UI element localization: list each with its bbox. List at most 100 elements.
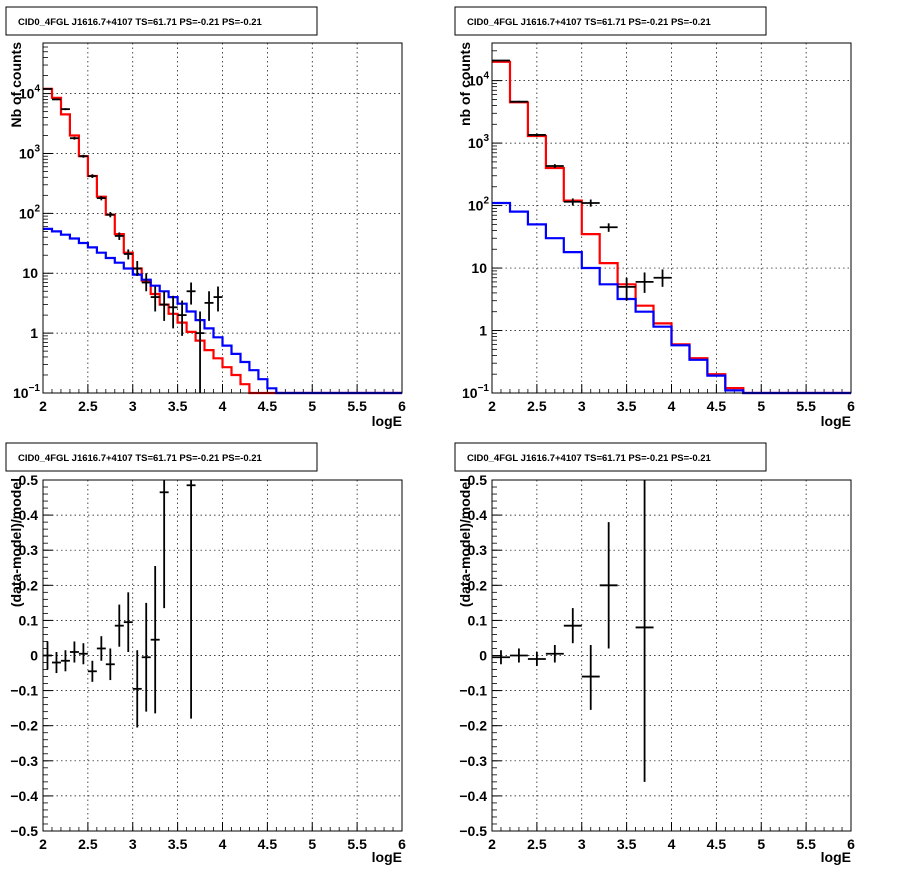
y-tick-label: −0.1 [459, 683, 487, 699]
x-tick-label: 4.5 [707, 398, 727, 414]
data-point [186, 282, 196, 305]
x-tick-label: 3.5 [168, 836, 188, 852]
data-point [527, 133, 546, 137]
data-point [527, 651, 546, 667]
x-axis-label: logE [372, 413, 402, 429]
x-tick-label: 6 [847, 398, 855, 414]
y-tick-label: 102 [19, 203, 41, 221]
data-point [132, 650, 142, 728]
x-tick-label: 6 [398, 836, 406, 852]
panel-top-left-counts: CID0_4FGL J1616.7+4107 TS=61.71 PS=-0.21… [5, 6, 406, 429]
data-point [581, 199, 600, 207]
y-tick-label: 0.5 [468, 472, 488, 488]
data-point [545, 644, 564, 663]
y-tick-label: 0.1 [19, 612, 39, 628]
y-tick-label: −0.5 [459, 823, 487, 839]
data-point [87, 660, 97, 682]
data-point [43, 641, 52, 670]
y-axis-label: (data-model)/model [457, 478, 473, 607]
x-tick-label: 4.5 [258, 398, 278, 414]
panel-bottom-left-residuals: CID0_4FGL J1616.7+4107 TS=61.71 PS=-0.21… [5, 442, 406, 865]
y-tick-label: 1 [30, 325, 38, 341]
data-point [78, 643, 88, 665]
x-tick-label: 2 [39, 836, 47, 852]
data-point [96, 195, 106, 201]
data-point [60, 650, 70, 672]
chart-title: CID0_4FGL J1616.7+4107 TS=61.71 PS=-0.21… [467, 453, 712, 464]
data-point [213, 286, 223, 312]
y-tick-label: 0 [30, 648, 38, 664]
panel-top-right-counts: CID0_4FGL J1616.7+4107 TS=61.71 PS=-0.21… [454, 6, 855, 429]
data-point [159, 480, 169, 609]
data-point [69, 641, 79, 663]
y-tick-label: 103 [19, 143, 41, 161]
data-point [492, 650, 510, 665]
chart-title: CID0_4FGL J1616.7+4107 TS=61.71 PS=-0.21… [467, 17, 712, 28]
x-tick-label: 5.5 [347, 398, 367, 414]
data-point [599, 223, 618, 232]
y-tick-label: −0.4 [459, 788, 487, 804]
x-axis-label: logE [821, 413, 851, 429]
x-tick-label: 2 [39, 398, 47, 414]
x-tick-label: 2.5 [78, 398, 98, 414]
x-tick-label: 3.5 [617, 398, 637, 414]
y-tick-label: −0.3 [459, 753, 487, 769]
x-axis-label: logE [821, 849, 851, 865]
y-tick-label: −0.5 [10, 823, 38, 839]
chart-title: CID0_4FGL J1616.7+4107 TS=61.71 PS=-0.21… [18, 453, 263, 464]
x-tick-label: 2.5 [78, 836, 98, 852]
x-tick-label: 5 [757, 398, 765, 414]
data-point [599, 522, 618, 649]
data-point [186, 480, 196, 719]
data-point [150, 565, 160, 714]
data-point [51, 98, 61, 101]
data-point [114, 604, 124, 647]
x-tick-label: 4 [668, 836, 676, 852]
data-point [159, 291, 169, 321]
y-tick-label: −0.1 [10, 683, 38, 699]
y-tick-label: 10 [471, 260, 487, 276]
x-tick-label: 5.5 [347, 836, 367, 852]
x-tick-label: 4 [219, 836, 227, 852]
chart-title: CID0_4FGL J1616.7+4107 TS=61.71 PS=-0.21… [18, 17, 263, 28]
data-point [204, 291, 214, 321]
data-point [51, 651, 61, 674]
data-point [492, 59, 510, 62]
y-tick-label: 104 [19, 84, 41, 102]
y-tick-label: −0.4 [10, 788, 38, 804]
data-point [563, 608, 582, 644]
data-point [617, 277, 636, 301]
x-tick-label: 2 [488, 398, 496, 414]
data-point [141, 273, 151, 292]
data-point [123, 592, 133, 652]
y-tick-label: 0.4 [468, 507, 488, 523]
y-tick-label: 0.2 [468, 577, 488, 593]
data-point [43, 87, 52, 90]
x-tick-label: 2 [488, 836, 496, 852]
y-tick-label: −0.3 [10, 753, 38, 769]
data-point [132, 261, 142, 276]
data-point [653, 269, 672, 287]
y-tick-label: 1 [479, 323, 487, 339]
panel-bottom-right-residuals: CID0_4FGL J1616.7+4107 TS=61.71 PS=-0.21… [454, 442, 855, 865]
plot-frame [42, 479, 403, 832]
data-point [60, 108, 70, 111]
y-axis-label: (data-model)/model [8, 478, 24, 607]
x-tick-label: 2.5 [527, 836, 547, 852]
x-tick-label: 5.5 [796, 398, 816, 414]
data-point [105, 648, 115, 681]
y-tick-label: −0.2 [10, 718, 38, 734]
data-point [114, 232, 124, 240]
y-tick-label: 0.2 [19, 577, 39, 593]
y-tick-label: −0.2 [459, 718, 487, 734]
data-point [78, 154, 88, 158]
plot-area: 2 2.5 3 3.5 4 4.5 5 5.5 6 10−1 1 10 102 103 104 [13, 42, 406, 414]
data-point [563, 198, 582, 206]
data-point [177, 300, 187, 336]
x-axis-label: logE [372, 849, 402, 865]
x-tick-label: 3.5 [617, 836, 637, 852]
x-tick-label: 4 [219, 398, 227, 414]
data-point [195, 311, 205, 393]
y-axis-label: nb of counts [457, 42, 473, 126]
